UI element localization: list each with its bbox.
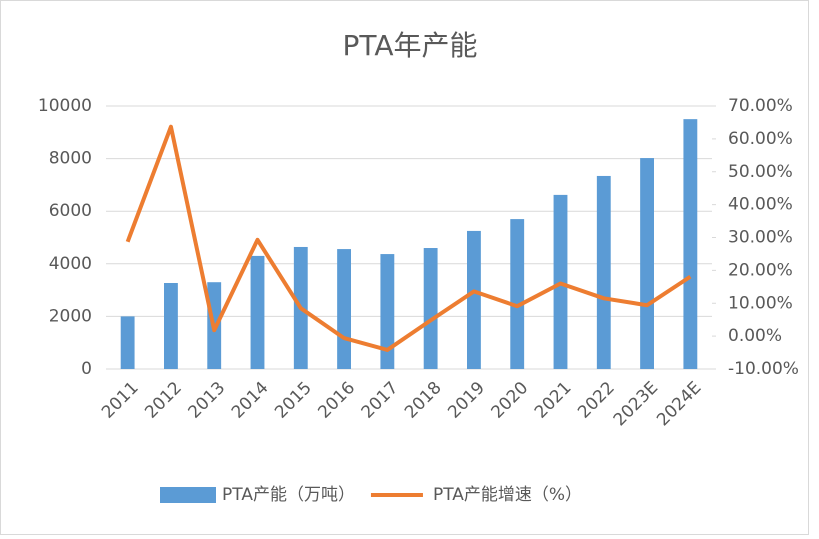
- y-tick-label: 2000: [49, 306, 92, 326]
- y-tick-label: 10000: [38, 96, 92, 116]
- bar: [510, 219, 525, 369]
- y2-tick-label: 70.00%: [728, 96, 793, 116]
- line-series: [125, 124, 692, 352]
- legend-swatch: [160, 487, 216, 503]
- bar: [250, 255, 265, 369]
- y2-tick-label: 10.00%: [728, 293, 793, 313]
- bar: [423, 248, 438, 369]
- bar: [380, 254, 395, 369]
- y-tick-label: 0: [81, 359, 92, 379]
- bar: [164, 282, 178, 369]
- bar: [596, 175, 611, 369]
- y2-tick-label: 30.00%: [728, 228, 793, 248]
- y-tick-label: 8000: [49, 149, 92, 169]
- bar: [467, 230, 481, 369]
- y-tick-label: 4000: [49, 254, 92, 274]
- bar: [337, 249, 351, 369]
- y2-tick-label: -10.00%: [728, 359, 799, 379]
- y-tick-label: 6000: [49, 201, 92, 221]
- y2-tick-label: 20.00%: [728, 260, 793, 280]
- bar: [120, 316, 135, 369]
- bar: [683, 119, 698, 370]
- y2-tick-label: 40.00%: [728, 195, 793, 215]
- legend-label: PTA产能增速（%）: [433, 485, 582, 505]
- legend-label: PTA产能（万吨）: [222, 485, 355, 505]
- y2-tick-label: 50.00%: [728, 162, 793, 182]
- chart-title: PTA年产能: [343, 29, 478, 62]
- bar: [640, 158, 654, 369]
- y2-tick-label: 0.00%: [728, 326, 782, 346]
- y2-tick-label: 60.00%: [728, 129, 793, 149]
